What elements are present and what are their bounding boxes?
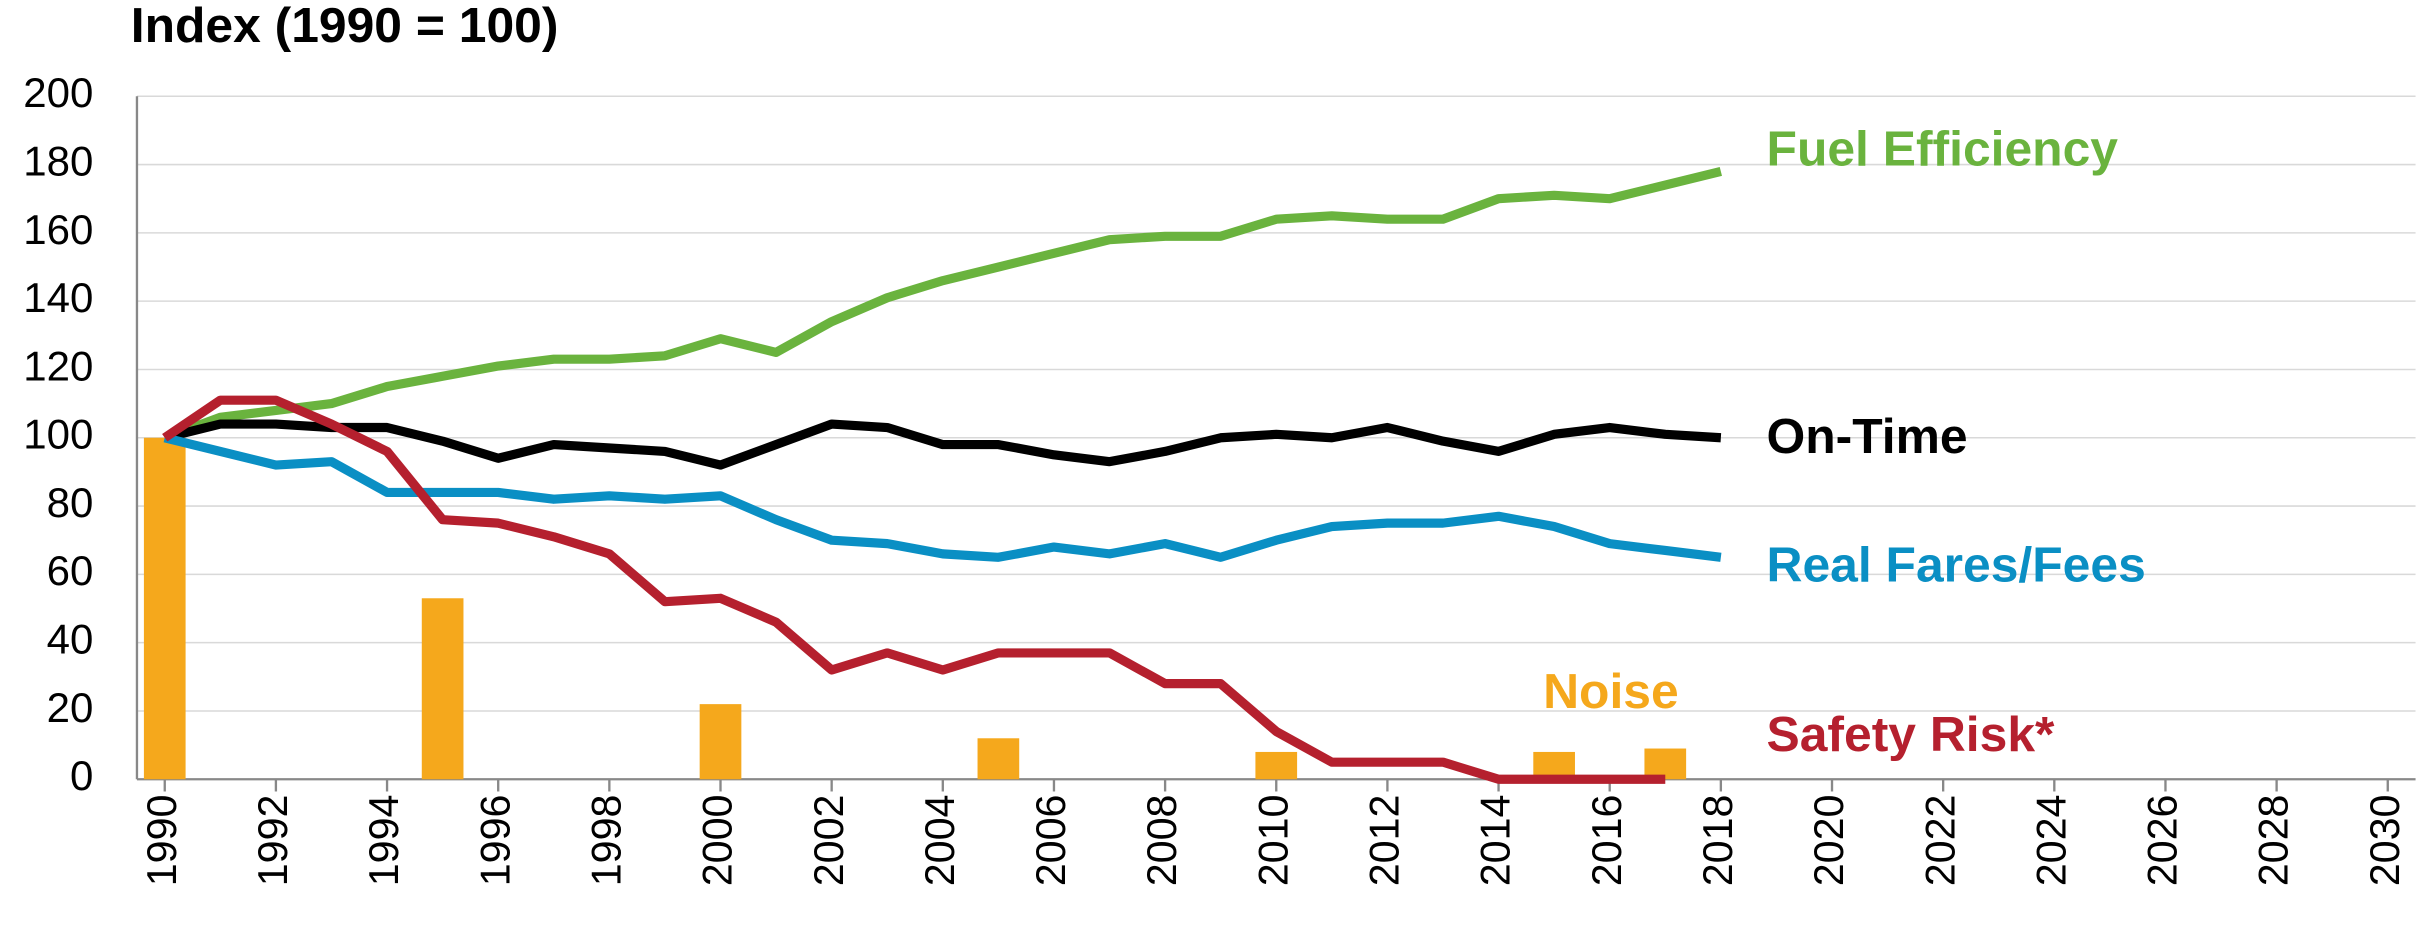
x-tick-label: 1992 <box>249 795 296 887</box>
x-tick-label: 2012 <box>1360 795 1407 887</box>
y-tick-label: 160 <box>23 206 93 253</box>
y-tick-label: 100 <box>23 411 93 458</box>
x-tick-label: 2028 <box>2249 795 2296 887</box>
bar <box>1255 751 1298 780</box>
x-tick-label: 1998 <box>582 795 629 887</box>
bar <box>421 598 464 780</box>
x-tick-label: 2006 <box>1027 795 1074 887</box>
x-tick-label: 2024 <box>2027 795 2074 887</box>
x-tick-label: 2000 <box>693 795 740 887</box>
x-tick-label: 2020 <box>1805 795 1852 887</box>
x-tick-label: 2008 <box>1138 795 1185 887</box>
bar <box>143 437 186 780</box>
series-label: Noise <box>1543 665 1679 719</box>
x-tick-label: 2018 <box>1694 795 1741 887</box>
bar <box>977 738 1020 780</box>
y-tick-label: 40 <box>47 616 94 663</box>
line <box>163 419 1722 470</box>
x-tick-label: 2022 <box>1916 795 1963 887</box>
y-tick-label: 140 <box>23 274 93 321</box>
series-label: Real Fares/Fees <box>1767 538 2146 592</box>
x-tick-label: 2030 <box>2361 795 2408 887</box>
y-tick-label: 180 <box>23 138 93 185</box>
bar <box>699 704 742 780</box>
axis-title: Index (1990 = 100) <box>131 0 559 53</box>
line <box>162 395 1666 784</box>
x-tick-label: 2026 <box>2138 795 2185 887</box>
line <box>163 166 1722 443</box>
y-tick-label: 60 <box>47 548 94 595</box>
x-tick-label: 2010 <box>1249 795 1296 887</box>
series-label: Safety Risk* <box>1767 707 2056 761</box>
x-tick-label: 2016 <box>1582 795 1629 887</box>
x-tick-label: 2002 <box>804 795 851 887</box>
y-tick-label: 20 <box>47 684 94 731</box>
x-tick-label: 2014 <box>1471 795 1518 887</box>
y-tick-label: 80 <box>47 479 94 526</box>
series-label: Fuel Efficiency <box>1767 122 2119 176</box>
x-tick-label: 1990 <box>138 795 185 887</box>
y-tick-label: 120 <box>23 343 93 390</box>
bar <box>1644 748 1687 780</box>
y-tick-label: 0 <box>70 753 93 800</box>
line <box>163 433 1722 562</box>
x-tick-label: 1996 <box>471 795 518 887</box>
series-label: On-Time <box>1767 409 1968 463</box>
x-tick-label: 1994 <box>360 795 407 887</box>
y-tick-label: 200 <box>23 70 93 117</box>
x-tick-label: 2004 <box>916 795 963 887</box>
